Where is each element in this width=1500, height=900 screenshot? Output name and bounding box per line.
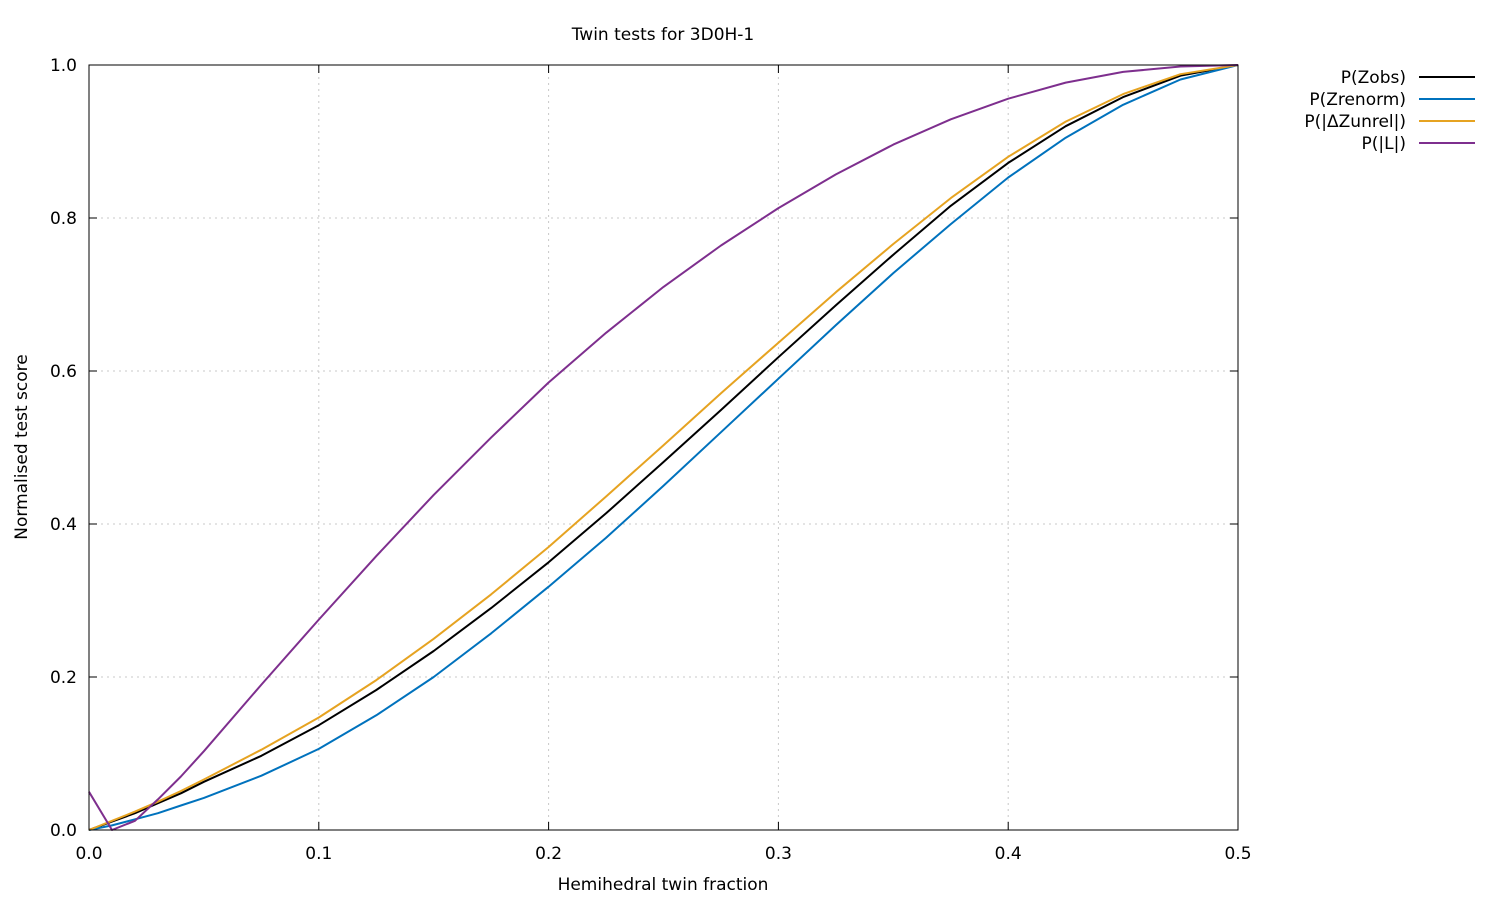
x-tick-label: 0.2 xyxy=(535,844,562,864)
x-tick-label: 0.0 xyxy=(75,844,102,864)
x-tick-labels: 0.0 0.1 0.2 0.3 0.4 0.5 xyxy=(75,844,1251,864)
x-tick-label: 0.1 xyxy=(305,844,332,864)
series-line-0 xyxy=(88,64,1239,831)
series-line-2 xyxy=(88,64,1239,831)
series-lines xyxy=(88,64,1239,831)
y-tick-label: 0.2 xyxy=(50,668,77,688)
series-line-3 xyxy=(88,64,1239,831)
legend-label: P(Zrenorm) xyxy=(1309,90,1406,110)
y-tick-label: 0.6 xyxy=(50,362,77,382)
x-tick-label: 0.5 xyxy=(1224,844,1251,864)
y-tick-labels: 0.0 0.2 0.4 0.6 0.8 1.0 xyxy=(50,56,77,841)
y-tick-label: 1.0 xyxy=(50,56,77,76)
x-tick-label: 0.3 xyxy=(765,844,792,864)
chart-title: Twin tests for 3D0H-1 xyxy=(571,25,755,45)
legend-label: P(|L|) xyxy=(1362,134,1406,154)
legend-label: P(Zobs) xyxy=(1341,68,1406,88)
legend-label: P(|ΔZunrel|) xyxy=(1304,112,1406,132)
y-tick-label: 0.4 xyxy=(50,515,77,535)
grid-lines xyxy=(89,65,1238,830)
plot-frame xyxy=(88,64,1239,831)
y-tick-label: 0.8 xyxy=(50,209,77,229)
series-line-1 xyxy=(88,64,1239,831)
x-axis-label: Hemihedral twin fraction xyxy=(558,875,769,895)
y-axis-label: Normalised test score xyxy=(12,354,32,539)
y-tick-label: 0.0 xyxy=(50,821,77,841)
legend: P(Zobs)P(Zrenorm)P(|ΔZunrel|)P(|L|) xyxy=(1304,68,1475,154)
axis-ticks xyxy=(88,64,1239,831)
x-tick-label: 0.4 xyxy=(995,844,1022,864)
